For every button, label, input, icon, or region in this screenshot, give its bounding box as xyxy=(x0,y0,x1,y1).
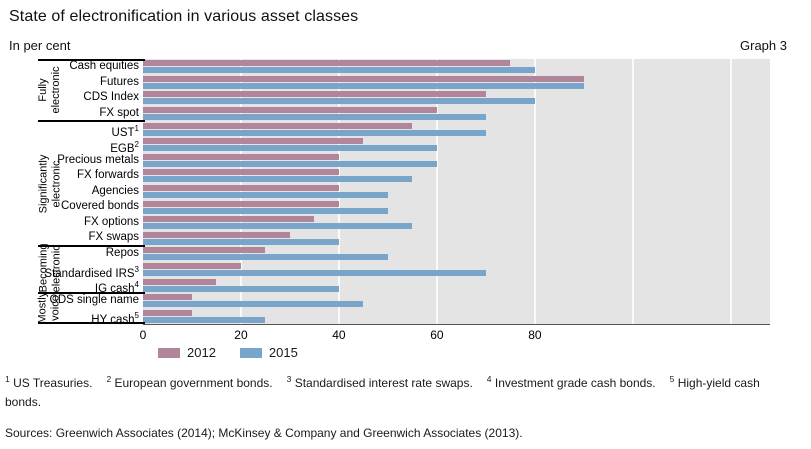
bar-2015-ust xyxy=(143,129,486,136)
header: State of electronification in various as… xyxy=(0,0,811,53)
footnote-2: 2 European government bonds. xyxy=(106,374,273,390)
bar-2015-repos xyxy=(143,254,388,261)
footnote-1: 1 US Treasuries. xyxy=(5,374,93,390)
bar-2015-hy-cash xyxy=(143,316,266,323)
group-separator-line-4 xyxy=(38,322,145,324)
graph-number-label: Graph 3 xyxy=(740,38,787,53)
bar-2015-egb xyxy=(143,145,437,152)
sources-line: Sources: Greenwich Associates (2014); Mc… xyxy=(5,426,523,441)
gridline-60 xyxy=(435,59,438,324)
bar-2015-futures xyxy=(143,82,584,89)
gridline-40 xyxy=(337,59,340,324)
gridline-20 xyxy=(239,59,242,324)
category-label-ig-cash: IG cash4 xyxy=(94,280,139,296)
bar-2012-hy-cash xyxy=(143,309,192,316)
bar-2012-cds-single-name xyxy=(143,294,192,301)
bar-chart: 2012 2015 Cash equities Futures CDS Index F… xyxy=(0,59,811,371)
bar-2015-cash-equities xyxy=(143,67,535,74)
x-axis-tick-0: 0 xyxy=(139,328,147,342)
category-label-standardised-irs: Standardised IRS3 xyxy=(44,264,139,280)
group-separator-line-3 xyxy=(38,291,145,294)
legend-label-2015: 2015 xyxy=(268,345,298,360)
legend-label-2012: 2012 xyxy=(187,345,216,360)
group-label-fully-electronic: Fully electronic xyxy=(37,66,62,114)
bar-2012-fx-swaps xyxy=(143,231,290,238)
bar-2012-cds-index xyxy=(143,91,486,98)
group-separator-line-0 xyxy=(38,59,145,61)
unit-label: In per cent xyxy=(9,38,71,53)
bar-2012-agencies xyxy=(143,185,339,191)
bar-2012-egb xyxy=(143,138,364,145)
bar-2012-ig-cash xyxy=(143,278,217,285)
bar-2012-standardised-irs xyxy=(143,262,241,269)
bar-2012-repos xyxy=(143,247,266,254)
legend-item-2015: 2015 xyxy=(239,345,298,360)
gridline-100 xyxy=(631,59,634,324)
category-label-fx-spot: FX spot xyxy=(99,106,139,119)
group-label-mostly-voice: Mostly voice xyxy=(37,292,62,324)
meta-row: In per cent Graph 3 xyxy=(9,38,787,53)
category-label-ust: UST1 xyxy=(111,124,139,140)
bar-2015-precious-metals xyxy=(143,160,437,167)
category-label-futures: Futures xyxy=(100,75,139,88)
category-label-egb: EGB2 xyxy=(110,139,139,155)
plot-area xyxy=(143,59,770,325)
bar-2012-fx-forwards xyxy=(143,169,339,176)
legend-swatch-2012 xyxy=(158,347,180,358)
x-axis-tick-40: 40 xyxy=(332,328,346,342)
category-label-fx-forwards: FX forwards xyxy=(77,169,139,182)
category-label-covered-bonds: Covered bonds xyxy=(61,200,139,213)
legend-swatch-2015 xyxy=(239,347,262,358)
bar-2015-fx-swaps xyxy=(143,238,339,245)
footnotes: 1 US Treasuries. 2 European government bo… xyxy=(0,373,811,412)
category-label-cds-single-name: CDS single name xyxy=(49,293,139,306)
category-label-agencies: Agencies xyxy=(91,184,139,197)
bar-2012-precious-metals xyxy=(143,153,339,160)
footnote-5: 5 High-yield cash bonds. xyxy=(5,374,760,410)
bar-2012-fx-options xyxy=(143,216,315,223)
bar-2012-fx-spot xyxy=(143,107,437,114)
x-axis-tick-20: 20 xyxy=(234,328,248,342)
bar-2015-agencies xyxy=(143,192,388,198)
legend: 2012 2015 xyxy=(158,345,298,360)
bar-2015-cds-index xyxy=(143,98,535,105)
category-label-fx-swaps: FX swaps xyxy=(88,231,140,244)
category-label-cds-index: CDS Index xyxy=(83,91,139,104)
x-axis-tick-80: 80 xyxy=(528,328,542,342)
footnote-4: 4 Investment grade cash bonds. xyxy=(486,374,656,390)
x-axis-tick-60: 60 xyxy=(430,328,444,342)
bar-2012-futures xyxy=(143,75,584,82)
bar-2015-fx-spot xyxy=(143,114,486,121)
gridline-80 xyxy=(533,59,536,324)
footnote-3: 3 Standardised interest rate swaps. xyxy=(286,374,473,390)
bar-2015-cds-single-name xyxy=(143,301,364,308)
category-label-cash-equities: Cash equities xyxy=(69,60,139,72)
category-label-precious-metals: Precious metals xyxy=(57,153,139,166)
group-label-becoming-electronic: Becoming electronic xyxy=(37,243,62,293)
group-separator-line-2 xyxy=(38,245,145,248)
bar-2012-covered-bonds xyxy=(143,200,339,207)
bar-2012-ust xyxy=(143,122,413,129)
category-label-repos: Repos xyxy=(105,247,139,260)
group-label-significantly-electronic: Significantly electronic xyxy=(37,154,63,214)
bar-2015-covered-bonds xyxy=(143,207,388,214)
bar-2015-standardised-irs xyxy=(143,269,486,276)
gridline-120 xyxy=(729,59,732,324)
group-separator-line-1 xyxy=(38,120,145,123)
category-label-fx-options: FX options xyxy=(84,215,139,228)
page-title: State of electronification in various as… xyxy=(9,8,359,25)
legend-item-2012: 2012 xyxy=(158,345,216,360)
bar-2015-ig-cash xyxy=(143,285,339,292)
bar-2012-cash-equities xyxy=(143,60,511,67)
bar-2015-fx-options xyxy=(143,223,413,230)
bar-2015-fx-forwards xyxy=(143,176,413,183)
